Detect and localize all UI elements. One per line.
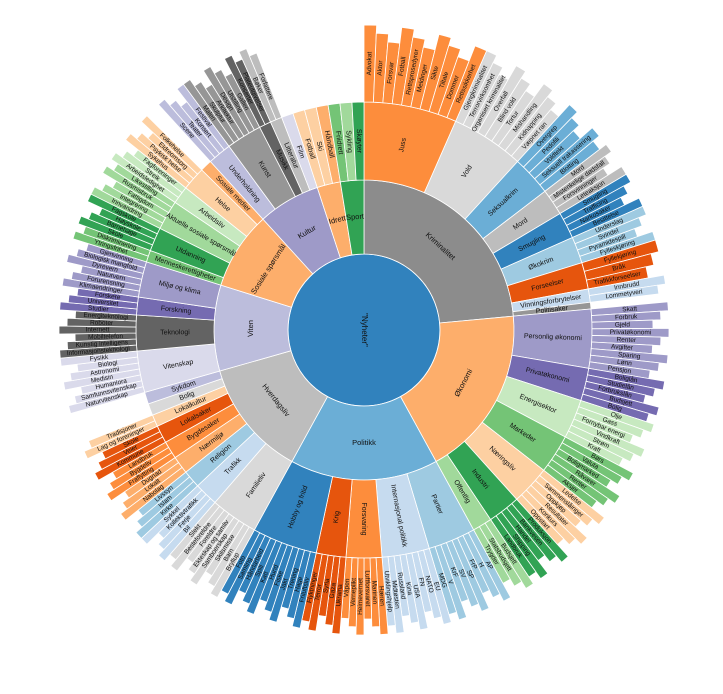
label-mobiltelefon: Mobiltelefon [88,333,124,341]
label-v: V [446,579,454,586]
label-forsvar: Forsvar [386,61,395,84]
label-sykling: Sykling [344,130,353,153]
label-syria: Syria [322,578,331,594]
label-renter: Renter [616,336,637,344]
label-informasjonsteknologi: Informasjonsteknologi [67,345,131,357]
label-eu: EU [432,581,441,592]
label-ap: AP [484,560,494,571]
label-aktor: Aktor [377,59,385,75]
label-terror: Terror [314,583,324,602]
label-sikte: Sikte [430,65,441,81]
label-sv: SV [457,568,467,579]
label-h: H [477,561,485,569]
label-gjeld: Gjeld [615,321,631,328]
label-biologi: Biologi [98,359,118,369]
label-forsvaring: Forsvaring [360,502,367,535]
label-fiske: Fiske [273,570,285,587]
label-innbrudd: Innbrudd [614,280,641,291]
label-forskere: Forskere [95,291,122,301]
label-gaza: Gaza [329,582,338,599]
label-frp: FrP [467,558,478,570]
label-lonn: Lønn [617,359,633,368]
label-krf: KrF [449,566,459,578]
label-katt: Katt [259,570,270,584]
label-forbruk: Forbruk [615,313,638,321]
label-medisin: Medisin [90,374,114,385]
label-film: Film [295,145,306,160]
label-fysikk: Fysikk [89,354,109,363]
label-avgifter: Avgifter [611,343,634,352]
label-root: "Nyheter" [360,313,369,347]
label-internett: Internett [86,327,110,334]
label-verneplikt: Verneplikt [350,578,358,607]
label-spill: Spill [254,563,266,578]
label-hage: Hage [294,576,305,593]
label-brak: Bråk [611,262,627,273]
label-teknologi: Teknologi [160,329,190,336]
label-bolig: Bolig [607,402,623,413]
label-roboter: Roboter [90,319,114,327]
label-utviklingshjelp: Utviklingshjelp [383,570,394,612]
label-heimevernet: Heimevernet [357,578,364,615]
label-kina: Kina [404,582,413,596]
label-skoyter: Skøyter [355,129,363,154]
label-nato: NATO [423,575,434,594]
label-politisaker: Politisaker [536,305,570,315]
label-jakt: Jakt [279,577,289,591]
label-forskning: Forskning [160,305,191,315]
label-olje: Olje [610,411,624,421]
sunburst-rings [58,24,670,636]
label-politikk: Politikk [352,438,376,447]
label-friidrett: Friidrett [334,130,344,154]
label-privatokonomi: Privatøkonomi [610,329,652,336]
label-studier: Studier [88,305,110,314]
label-juss: Juss [398,137,408,153]
label-ukraina: Ukraina [335,584,344,607]
label-pensjon: Pensjon [607,365,632,376]
label-skatt: Skatt [622,305,638,313]
label-haeren: Hæren [377,586,385,607]
label-ski: Ski [315,141,324,153]
label-luftforsvaret: Luftforsvaret [363,570,370,606]
label-sport: Sport [346,212,365,222]
label-advokat: Advokat [366,52,373,76]
label-universitet: Universitet [87,297,118,307]
label-usa: USA [411,584,421,599]
label-viten: Viten [246,320,255,337]
label-idrett: Idrett [328,213,348,226]
label-astronomi: Astronomi [90,366,120,378]
label-energiteknologi: Energiteknologi [83,312,128,321]
label-fotball: Fotball [398,56,408,77]
label-midtosten: Midtøsten [390,580,400,610]
label-russland: Russland [396,572,407,600]
label-krig: Krig [333,510,342,523]
label-marinen: Marinen [370,580,378,604]
label-sp: SP [465,569,475,580]
label-sparing: Sparing [618,351,641,360]
label-kunstig-intelligens: Kunstig intelligens [76,339,129,349]
label-bil: Bil [182,524,192,534]
label-vapen: Våpen [342,578,351,598]
label-fn: FN [417,577,426,587]
label-personlig-okonomi: Personlig økonomi [524,333,583,342]
segment-sport-skoyter[interactable] [351,101,365,181]
label-mdg: MDG [437,572,448,589]
